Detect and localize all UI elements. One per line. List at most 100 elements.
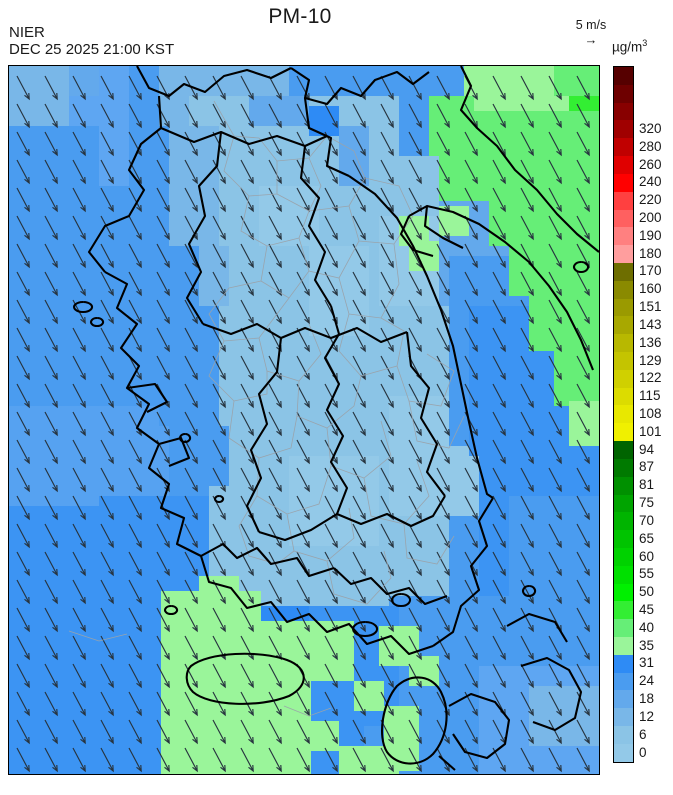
wind-arrow-icon (520, 355, 534, 381)
wind-arrow-icon (184, 523, 198, 549)
wind-arrow-icon (16, 607, 30, 633)
wind-arrow-icon (72, 327, 86, 353)
wind-arrow-icon (240, 187, 254, 213)
wind-arrow-icon (520, 299, 534, 325)
wind-arrow-icon (72, 131, 86, 157)
wind-arrow-icon (44, 579, 58, 605)
wind-arrow-icon (184, 439, 198, 465)
wind-arrow-icon (268, 467, 282, 493)
wind-arrow-icon (156, 635, 170, 661)
wind-arrow-icon (100, 355, 114, 381)
wind-arrow-icon (100, 327, 114, 353)
colorbar-tick-labels: 0 6 12 18 24 31 35 40 45 50 55 60 65 70 75 81 87 94 101 108… (639, 66, 673, 763)
wind-arrow-icon (380, 75, 394, 101)
wind-arrow-icon (156, 495, 170, 521)
wind-arrow-icon (324, 411, 338, 437)
wind-arrow-icon (464, 663, 478, 689)
wind-arrow-icon (268, 747, 282, 773)
wind-arrow-icon (128, 523, 142, 549)
wind-arrow-icon (268, 579, 282, 605)
wind-arrow-icon (436, 243, 450, 269)
wind-arrow-icon (436, 103, 450, 129)
wind-arrow-icon (156, 327, 170, 353)
colorbar-band (614, 209, 633, 228)
wind-arrow-icon (156, 159, 170, 185)
wind-arrow-icon (408, 131, 422, 157)
wind-arrow-icon (380, 243, 394, 269)
wind-arrow-icon (296, 719, 310, 745)
wind-arrow-icon (72, 383, 86, 409)
wind-arrow-icon (352, 691, 366, 717)
wind-arrow-icon (212, 467, 226, 493)
wind-arrow-icon (240, 747, 254, 773)
wind-arrow-icon (72, 411, 86, 437)
wind-arrow-icon (352, 75, 366, 101)
wind-arrow-icon (156, 719, 170, 745)
wind-arrow-icon (128, 551, 142, 577)
wind-arrow-icon (352, 635, 366, 661)
wind-arrow-icon (184, 131, 198, 157)
wind-arrow-icon (72, 271, 86, 297)
colorbar-band (614, 547, 633, 566)
wind-arrow-icon (548, 691, 562, 717)
wind-arrow-icon (156, 607, 170, 633)
wind-arrow-icon (520, 411, 534, 437)
pm10-concentration-map[interactable] (8, 65, 600, 775)
wind-arrow-icon (240, 439, 254, 465)
wind-arrow-icon (100, 383, 114, 409)
wind-arrow-icon (380, 187, 394, 213)
wind-arrow-icon (268, 103, 282, 129)
colorbar-band (614, 120, 633, 139)
wind-arrow-icon (72, 747, 86, 773)
wind-arrow-icon (576, 383, 590, 409)
wind-arrow-icon (240, 327, 254, 353)
wind-arrow-icon (184, 327, 198, 353)
colorbar-band (614, 476, 633, 495)
wind-arrow-icon (408, 327, 422, 353)
colorbar-tick-label: 240 (639, 174, 662, 190)
wind-arrow-icon (296, 691, 310, 717)
wind-arrow-icon (352, 327, 366, 353)
wind-arrow-icon (212, 747, 226, 773)
wind-arrow-icon (352, 607, 366, 633)
page-title: PM-10 (268, 5, 332, 28)
wind-arrow-icon (72, 103, 86, 129)
wind-arrow-icon (576, 187, 590, 213)
wind-arrow-icon (464, 635, 478, 661)
wind-arrow-icon (268, 663, 282, 689)
wind-arrow-icon (212, 663, 226, 689)
wind-arrow-icon (464, 243, 478, 269)
wind-arrow-icon (44, 159, 58, 185)
wind-arrow-icon (156, 131, 170, 157)
colorbar-tick-label: 129 (639, 352, 662, 368)
wind-arrow-icon (576, 523, 590, 549)
wind-arrow-icon (184, 467, 198, 493)
wind-arrow-icon (352, 299, 366, 325)
colorbar-band (614, 387, 633, 406)
wind-arrow-icon (44, 635, 58, 661)
wind-arrow-icon (128, 467, 142, 493)
colorbar-band (614, 690, 633, 709)
wind-arrow-icon (212, 299, 226, 325)
wind-arrow-icon (324, 663, 338, 689)
unit-label: µg/m3 (612, 38, 647, 55)
wind-arrow-icon (380, 383, 394, 409)
wind-arrow-icon (184, 635, 198, 661)
wind-arrow-icon (268, 495, 282, 521)
wind-arrow-icon (492, 579, 506, 605)
wind-arrow-icon (100, 691, 114, 717)
wind-arrow-icon (352, 663, 366, 689)
wind-arrow-icon (240, 243, 254, 269)
wind-arrow-icon (72, 495, 86, 521)
wind-arrow-icon (44, 439, 58, 465)
wind-arrow-icon (128, 75, 142, 101)
wind-arrow-icon (296, 159, 310, 185)
wind-arrow-icon (240, 271, 254, 297)
wind-arrow-icon (296, 579, 310, 605)
wind-arrow-icon (72, 635, 86, 661)
province-boundaries (73, 66, 599, 771)
wind-arrow-icon (324, 243, 338, 269)
wind-arrow-icon (352, 495, 366, 521)
wind-arrow-icon (296, 635, 310, 661)
colorbar-band (614, 405, 633, 424)
